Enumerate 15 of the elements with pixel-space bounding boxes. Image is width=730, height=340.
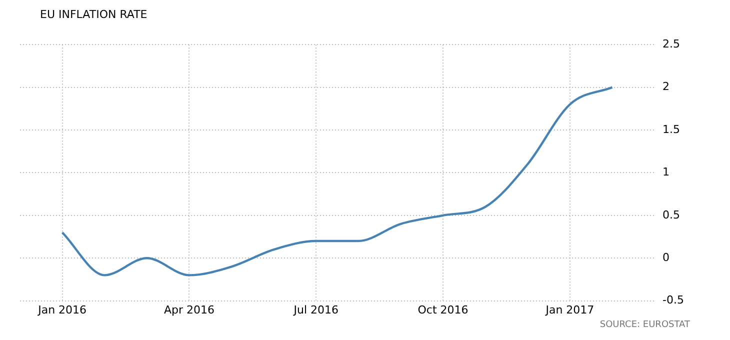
y-tick-label: -0.5 <box>662 294 684 307</box>
x-tick-label: Jul 2016 <box>292 303 338 316</box>
chart-title: EU INFLATION RATE <box>40 8 148 21</box>
source-note: SOURCE: EUROSTAT <box>600 320 690 330</box>
x-tick-label: Apr 2016 <box>164 303 214 316</box>
y-tick-label: 2 <box>662 80 670 94</box>
y-tick-label: 0.5 <box>662 208 680 222</box>
y-tick-label: 1.5 <box>662 122 680 136</box>
line-series <box>61 86 614 276</box>
x-tick-label: Jan 2016 <box>37 303 87 316</box>
x-tick-label: Oct 2016 <box>418 303 468 316</box>
y-tick-label: 1 <box>662 166 670 179</box>
x-tick-label: Jan 2017 <box>544 303 594 316</box>
y-tick-label: 2.5 <box>662 37 680 50</box>
y-tick-label: 0 <box>662 250 670 264</box>
